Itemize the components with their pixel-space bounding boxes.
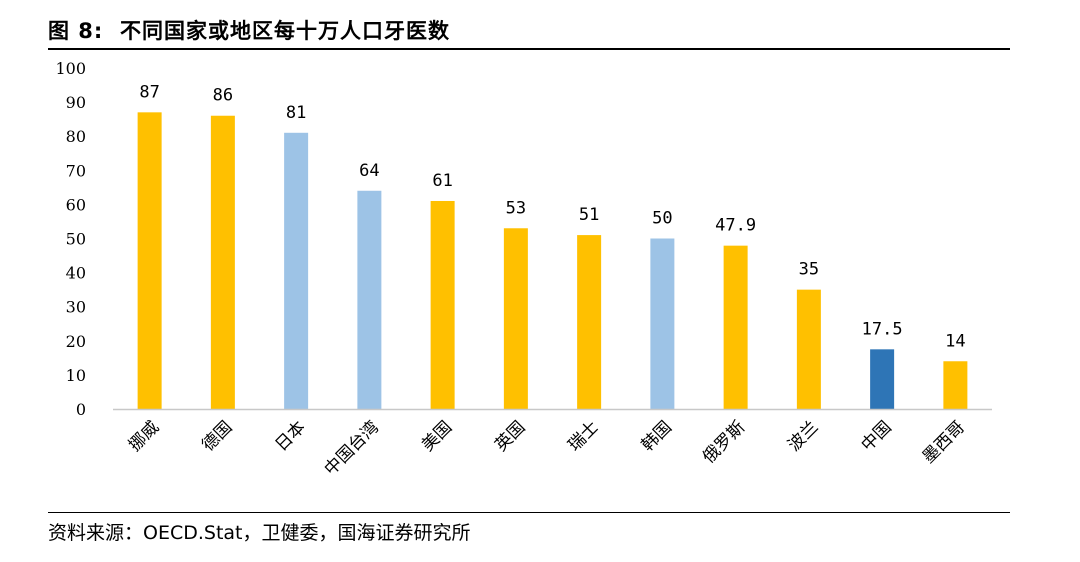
bar [650, 238, 675, 409]
x-tick-label: 英国 [491, 417, 529, 455]
figure-label: 图 8: [48, 19, 104, 43]
y-tick-label: 30 [66, 298, 86, 317]
y-tick-label: 80 [66, 127, 86, 146]
bar [430, 200, 455, 409]
data-label: 50 [652, 209, 672, 229]
x-tick-label: 韩国 [638, 417, 676, 455]
x-tick-label: 美国 [418, 417, 456, 455]
x-tick-label: 日本 [271, 417, 309, 455]
data-label: 35 [799, 260, 819, 280]
bar [796, 289, 821, 409]
x-tick-label: 中国 [857, 417, 895, 455]
bar [284, 132, 309, 410]
data-label: 87 [139, 82, 159, 102]
data-label: 64 [359, 161, 379, 181]
bar [577, 235, 602, 409]
data-label: 86 [213, 86, 233, 106]
data-label: 51 [579, 205, 599, 225]
figure-title: 不同国家或地区每十万人口牙医数 [119, 19, 450, 43]
source-note: 资料来源：OECD.Stat，卫健委，国海证券研究所 [48, 522, 471, 544]
data-label: 61 [432, 171, 452, 191]
x-tick-label: 中国台湾 [321, 417, 383, 479]
bar-chart: 0 10 20 30 40 50 60 70 80 90 100 87 挪威 86 德国 81 日本 64 中国台湾… [55, 59, 992, 480]
y-tick-label: 100 [55, 59, 86, 78]
y-tick-label: 0 [76, 400, 86, 419]
figure-footer: 资料来源：OECD.Stat，卫健委，国海证券研究所 [48, 512, 1010, 545]
bar [137, 112, 162, 409]
figure-title-line: 图 8: 不同国家或地区每十万人口牙医数 [48, 15, 450, 45]
bar [943, 361, 968, 409]
data-label: 17.5 [862, 319, 903, 339]
data-label: 47.9 [715, 216, 756, 236]
x-tick-label: 墨西哥 [919, 417, 969, 467]
x-tick-label: 挪威 [125, 417, 163, 455]
x-tick-label: 俄罗斯 [699, 417, 749, 467]
y-tick-label: 90 [66, 93, 86, 112]
y-tick-label: 20 [66, 332, 86, 351]
y-tick-label: 60 [66, 195, 86, 214]
data-label: 53 [506, 198, 526, 218]
data-label: 14 [945, 331, 965, 351]
bar [210, 115, 235, 410]
bar [357, 190, 382, 409]
y-tick-label: 40 [66, 264, 86, 283]
y-tick-label: 50 [66, 230, 86, 249]
y-tick-label: 10 [66, 366, 86, 385]
bar [723, 245, 748, 409]
bar [870, 349, 895, 409]
x-tick-label: 德国 [198, 417, 236, 455]
bar [503, 228, 528, 409]
data-label: 81 [286, 103, 306, 123]
x-tick-label: 波兰 [784, 417, 822, 455]
figure-header: 图 8: 不同国家或地区每十万人口牙医数 [48, 8, 1010, 50]
y-tick-label: 70 [66, 161, 86, 180]
x-tick-label: 瑞士 [564, 417, 602, 455]
